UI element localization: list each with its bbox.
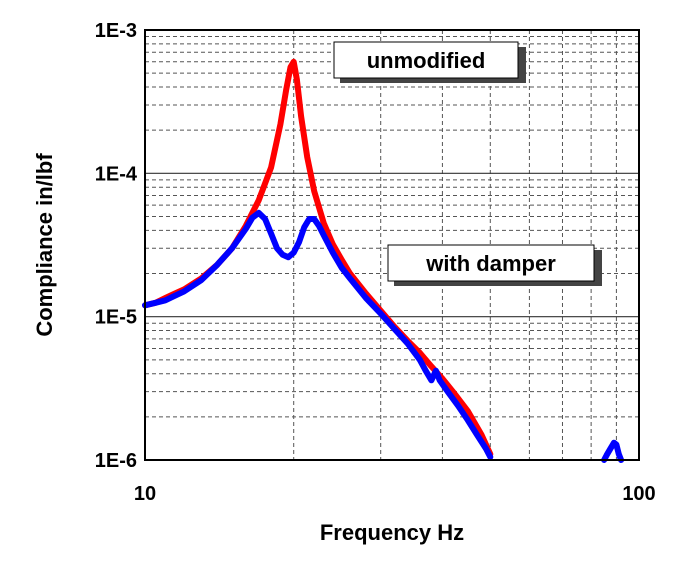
- y-tick-label: 1E-6: [95, 450, 137, 472]
- series-line-2: [601, 439, 625, 463]
- series-layer: [142, 58, 625, 463]
- y-tick-label: 1E-5: [95, 307, 137, 329]
- annotation-unmodified-text: unmodified: [367, 48, 486, 73]
- annotation-with-damper: with damper: [387, 244, 602, 286]
- annotation-with-damper-text: with damper: [425, 251, 556, 276]
- x-tick-label: 10: [134, 483, 156, 505]
- series-line-1: [142, 209, 494, 460]
- plot-frame: [144, 29, 640, 461]
- y-axis-title: Compliance in/lbf: [32, 153, 57, 337]
- annotation-box: [333, 41, 519, 79]
- y-tick-label: 1E-4: [95, 163, 138, 185]
- annotation-box: [387, 244, 595, 282]
- x-tick-label: 100: [622, 483, 655, 505]
- tick-labels: 10 100 1E-6 1E-5 1E-4 1E-3: [95, 20, 656, 505]
- y-tick-label: 1E-3: [95, 20, 137, 42]
- annotation-unmodified: unmodified: [333, 41, 526, 83]
- x-axis-title: Frequency Hz: [320, 520, 464, 545]
